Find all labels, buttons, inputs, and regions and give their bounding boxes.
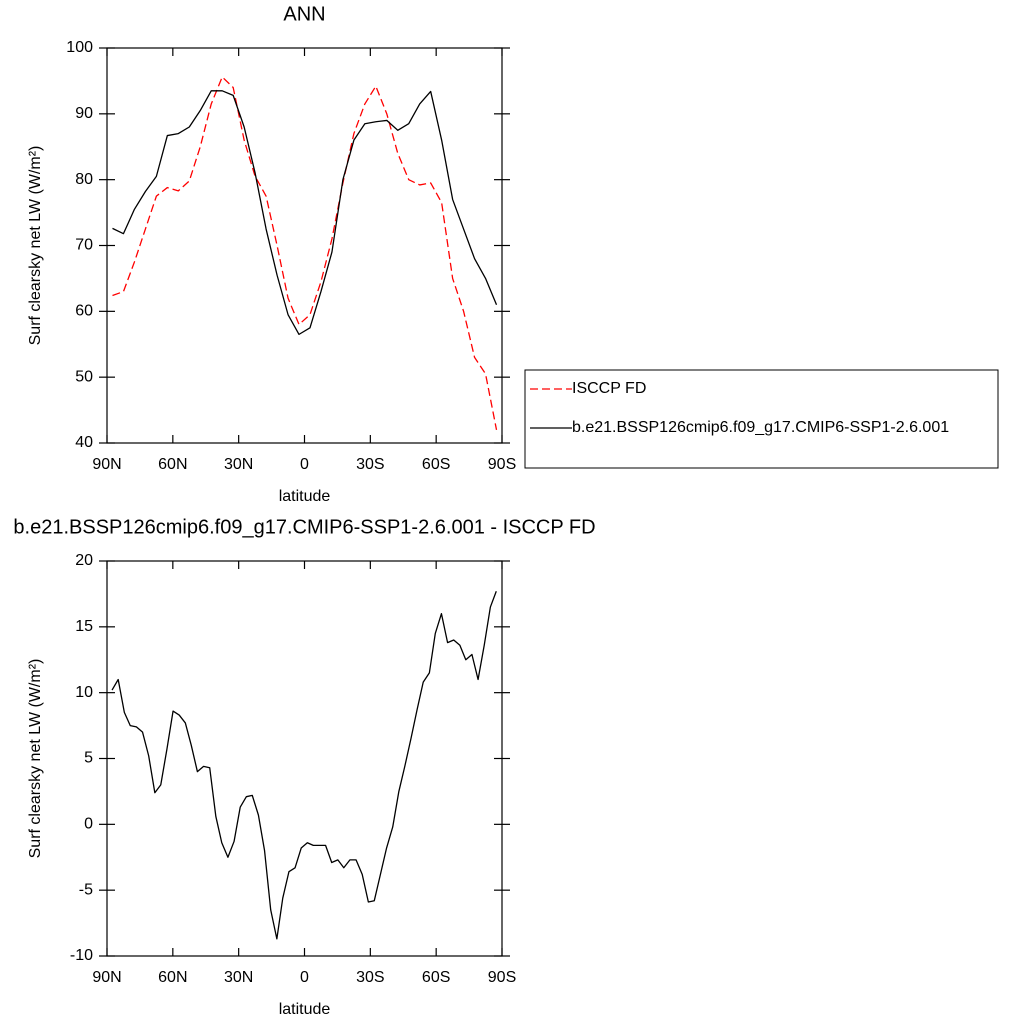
data-line bbox=[112, 76, 498, 430]
y-tick-label: -5 bbox=[79, 881, 93, 898]
y-tick-label: 50 bbox=[75, 368, 93, 385]
y-tick-label: 0 bbox=[84, 816, 93, 833]
y-tick-label: 70 bbox=[75, 237, 93, 254]
x-tick-label: 0 bbox=[300, 969, 309, 986]
plot-frame bbox=[106, 47, 503, 444]
chart-title: b.e21.BSSP126cmip6.f09_g17.CMIP6-SSP1-2.… bbox=[13, 516, 595, 538]
x-tick-label: 90N bbox=[92, 969, 121, 986]
legend-label: b.e21.BSSP126cmip6.f09_g17.CMIP6-SSP1-2.… bbox=[572, 419, 949, 436]
x-tick-label: 60N bbox=[158, 456, 187, 473]
y-tick-label: 100 bbox=[66, 39, 93, 56]
y-tick-label: 40 bbox=[75, 434, 93, 451]
y-tick-label: -10 bbox=[70, 947, 93, 964]
legend-box bbox=[524, 369, 999, 469]
y-tick-label: 90 bbox=[75, 105, 93, 122]
x-axis-label: latitude bbox=[279, 1001, 331, 1018]
y-axis-label: Surf clearsky net LW (W/m²) bbox=[27, 146, 44, 346]
y-axis-label: Surf clearsky net LW (W/m²) bbox=[27, 659, 44, 859]
y-tick-label: 60 bbox=[75, 303, 93, 320]
x-tick-label: 60S bbox=[422, 456, 450, 473]
x-axis-label: latitude bbox=[279, 488, 331, 505]
x-tick-label: 30S bbox=[356, 456, 384, 473]
y-tick-label: 20 bbox=[75, 552, 93, 569]
y-tick-label: 80 bbox=[75, 171, 93, 188]
x-tick-label: 90S bbox=[488, 969, 516, 986]
chart-title: ANN bbox=[283, 3, 325, 25]
data-line bbox=[111, 591, 497, 940]
x-tick-label: 60S bbox=[422, 969, 450, 986]
x-tick-label: 30S bbox=[356, 969, 384, 986]
data-line bbox=[112, 90, 498, 336]
x-tick-label: 30N bbox=[224, 456, 253, 473]
x-tick-label: 30N bbox=[224, 969, 253, 986]
y-tick-label: 15 bbox=[75, 618, 93, 635]
x-tick-label: 60N bbox=[158, 969, 187, 986]
x-tick-label: 90S bbox=[488, 456, 516, 473]
y-tick-label: 5 bbox=[84, 750, 93, 767]
legend-label: ISCCP FD bbox=[572, 380, 646, 397]
x-tick-label: 90N bbox=[92, 456, 121, 473]
x-tick-label: 0 bbox=[300, 456, 309, 473]
y-tick-label: 10 bbox=[75, 684, 93, 701]
legend: ISCCP FD b.e21.BSSP126cmip6.f09_g17.CMIP6… bbox=[524, 369, 999, 469]
